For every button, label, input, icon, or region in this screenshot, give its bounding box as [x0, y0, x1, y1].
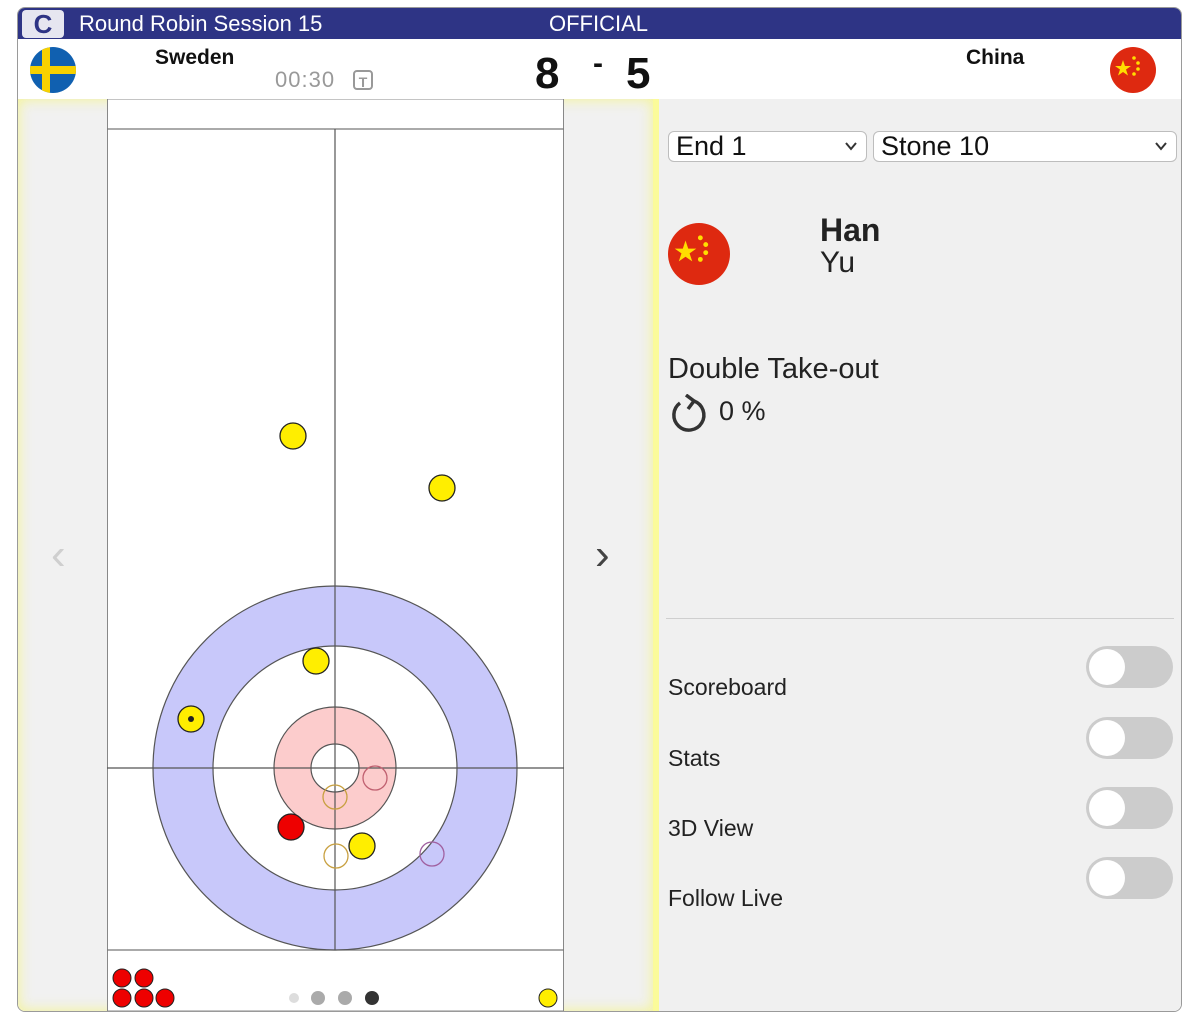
toggle-knob — [1089, 720, 1125, 756]
page-dot-4[interactable] — [365, 991, 379, 1005]
remaining-red-stone — [112, 968, 132, 988]
app-logo: C — [22, 10, 64, 38]
yellow-stone — [348, 832, 376, 860]
session-title: Round Robin Session 15 — [79, 11, 323, 36]
score-separator: - — [593, 47, 603, 80]
3d-view-label: 3D View — [668, 815, 754, 841]
removed-yellow-stone-ghost — [323, 843, 349, 869]
shot-info-panel: End 1 Stone 10 Han Yu Double Take-out 0 … — [659, 99, 1181, 1011]
china-flag-icon — [1110, 47, 1156, 93]
stats-label: Stats — [668, 745, 721, 771]
end-select-value: End 1 — [676, 131, 747, 161]
yellow-stone — [279, 422, 307, 450]
removed-red-stone-ghost — [362, 765, 388, 791]
chevron-down-icon — [845, 142, 857, 151]
removed-yellow-stone-ghost — [322, 784, 348, 810]
shot-percent: 0 % — [719, 396, 766, 426]
sheet-area: ‹ › — [18, 99, 659, 1011]
app-frame: C Round Robin Session 15 OFFICIAL Sweden… — [17, 7, 1182, 1012]
follow-live-toggle[interactable] — [1086, 857, 1173, 899]
toggle-knob — [1089, 860, 1125, 896]
scoreboard-toggle[interactable] — [1086, 646, 1173, 688]
panel-divider — [666, 618, 1174, 619]
top-bar: C Round Robin Session 15 OFFICIAL — [18, 8, 1181, 39]
next-arrow-icon[interactable]: › — [595, 530, 610, 579]
game-status: OFFICIAL — [549, 11, 649, 36]
removed-red-stone-ghost — [419, 841, 445, 867]
page-dot-1[interactable] — [289, 993, 299, 1003]
thinking-timer: 00:30 — [275, 67, 336, 92]
stone-select-value: Stone 10 — [881, 131, 990, 161]
yellow-stone — [428, 474, 456, 502]
curling-sheet — [107, 99, 564, 1011]
china-flag-icon — [668, 223, 730, 285]
away-team-name: China — [966, 46, 1025, 69]
toggle-knob — [1089, 790, 1125, 826]
timer-badge: T — [353, 70, 373, 90]
player-first-name: Han — [820, 212, 881, 248]
remaining-yellow-stone — [538, 988, 558, 1008]
stone-select[interactable]: Stone 10 — [873, 131, 1177, 162]
home-team-name: Sweden — [155, 46, 235, 69]
chevron-down-icon — [1155, 142, 1167, 151]
red-stone — [277, 813, 305, 841]
page-dot-2[interactable] — [311, 991, 325, 1005]
home-score: 8 — [535, 49, 560, 98]
prev-arrow-icon[interactable]: ‹ — [51, 530, 66, 579]
stats-toggle[interactable] — [1086, 717, 1173, 759]
shot-type: Double Take-out — [668, 353, 879, 385]
counter-clockwise-rotation-icon — [672, 394, 706, 432]
sweden-flag-icon — [30, 47, 76, 93]
end-select[interactable]: End 1 — [668, 131, 867, 162]
away-score: 5 — [626, 49, 651, 98]
remaining-red-stone — [134, 968, 154, 988]
thrown-stone-marker — [188, 716, 194, 722]
remaining-red-stone — [112, 988, 132, 1008]
follow-live-label: Follow Live — [668, 885, 784, 911]
page-dot-3[interactable] — [338, 991, 352, 1005]
scoreboard-label: Scoreboard — [668, 674, 787, 700]
remaining-red-stone — [155, 988, 175, 1008]
player-last-name: Yu — [820, 246, 856, 279]
yellow-stone — [302, 647, 330, 675]
remaining-red-stone — [134, 988, 154, 1008]
score-header: Sweden 00:30 T 8 - 5 China — [18, 39, 1181, 100]
toggle-knob — [1089, 649, 1125, 685]
3d-view-toggle[interactable] — [1086, 787, 1173, 829]
